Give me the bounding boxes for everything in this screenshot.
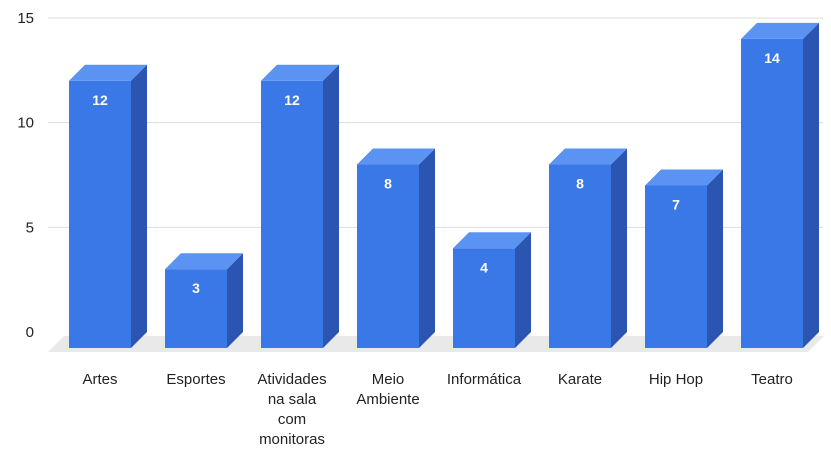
y-tick-label: 15 <box>17 10 34 27</box>
bar-side <box>131 64 147 349</box>
x-category-label: Teatro <box>751 371 793 388</box>
chart-floor <box>48 336 824 352</box>
x-category-label: Hip Hop <box>649 371 703 388</box>
bar-value-label: 3 <box>192 280 200 296</box>
x-category-label: Esportes <box>166 371 225 388</box>
bar <box>549 164 611 348</box>
bar-top <box>261 64 339 81</box>
bar <box>69 80 131 349</box>
bar-top <box>357 148 435 165</box>
bar <box>165 269 227 348</box>
y-axis-ticks: 0 5 10 15 <box>17 10 34 341</box>
bar-value-label: 14 <box>764 50 780 66</box>
bar-top <box>741 22 819 39</box>
bar-side <box>611 148 627 348</box>
bar-top <box>453 232 531 249</box>
y-tick-label: 5 <box>26 219 34 236</box>
bar-top <box>645 169 723 186</box>
bar-side <box>707 169 723 348</box>
y-tick-label: 0 <box>26 324 34 341</box>
bar <box>741 38 803 348</box>
bar <box>645 185 707 348</box>
y-tick-label: 10 <box>17 115 34 132</box>
bar <box>453 248 515 348</box>
bar-top <box>69 64 147 81</box>
bar-value-label: 7 <box>672 196 680 212</box>
bar-value-label: 12 <box>92 92 108 108</box>
x-category-label: Ambiente <box>356 391 419 408</box>
x-category-label: na sala <box>268 391 317 408</box>
bar-side <box>419 148 435 348</box>
bar-side <box>803 22 819 348</box>
bar-value-label: 8 <box>384 176 392 192</box>
bars: 12 3 12 8 4 8 7 14 <box>69 22 819 349</box>
bar <box>357 164 419 348</box>
bar-top <box>165 253 243 270</box>
bar-value-label: 4 <box>480 259 488 275</box>
bar-top <box>549 148 627 165</box>
bar-side <box>227 253 243 348</box>
bar-value-label: 8 <box>576 176 584 192</box>
bar-value-label: 12 <box>284 92 300 108</box>
x-category-label: Informática <box>447 371 522 388</box>
bar-side <box>515 232 531 348</box>
x-category-label: Atividades <box>257 371 326 388</box>
x-axis-categories: Artes Esportes Atividades na sala com monitor… <box>82 371 792 448</box>
floor-plane <box>48 336 824 352</box>
x-category-label: monitoras <box>259 431 325 448</box>
x-category-label: Artes <box>82 371 117 388</box>
bar <box>261 80 323 349</box>
x-category-label: com <box>278 411 306 428</box>
bar-side <box>323 64 339 349</box>
x-category-label: Karate <box>558 371 602 388</box>
x-category-label: Meio <box>372 371 405 388</box>
